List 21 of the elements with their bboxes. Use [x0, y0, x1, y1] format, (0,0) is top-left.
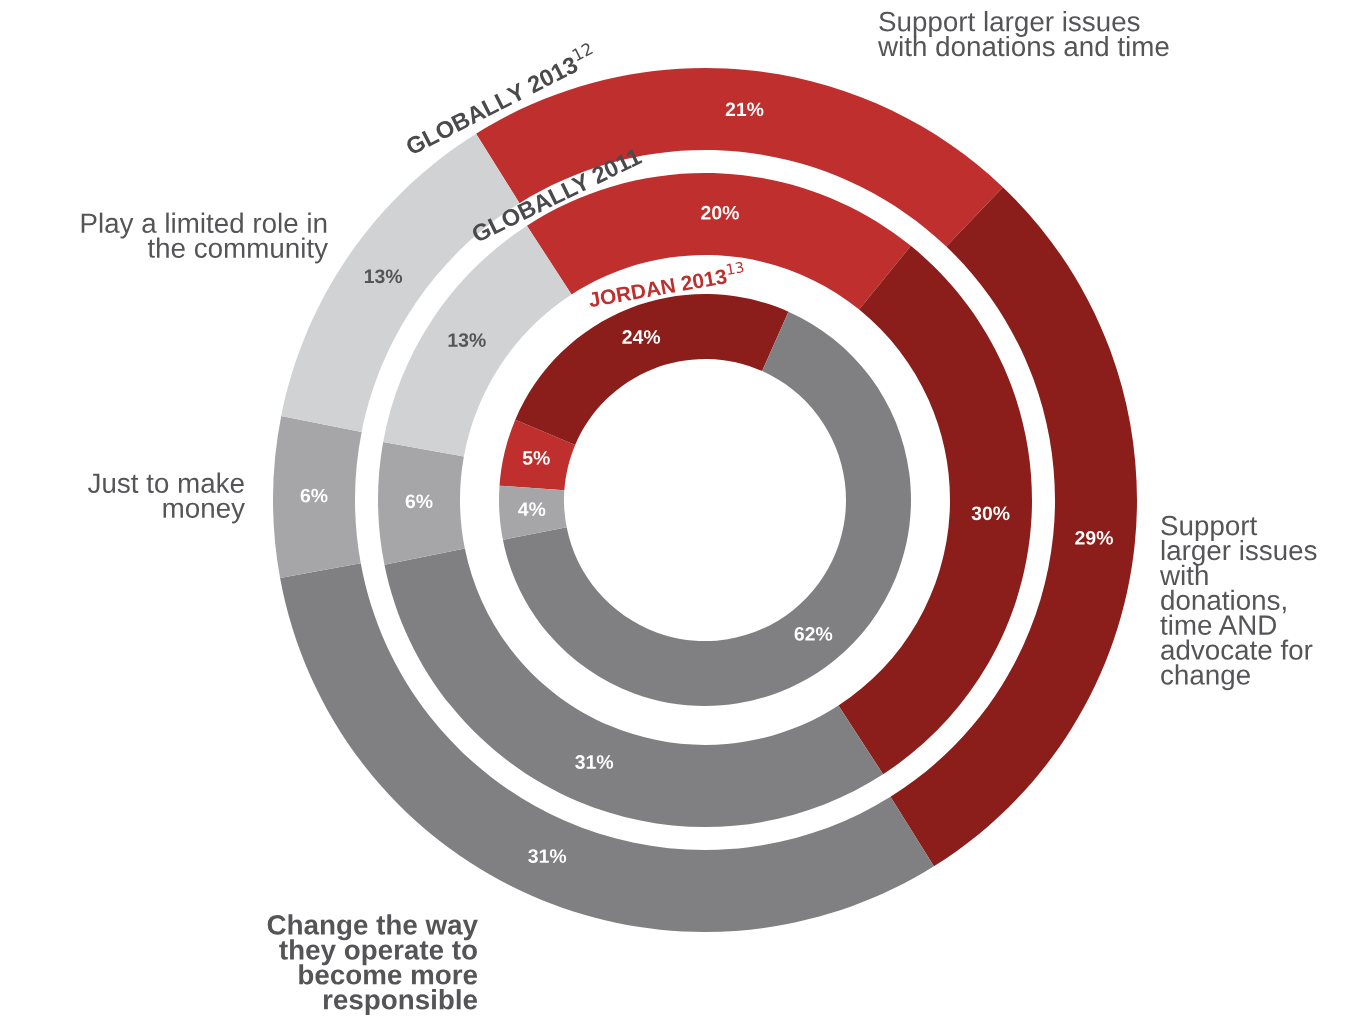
data-label: 20% [701, 205, 739, 220]
data-label: 5% [522, 451, 550, 465]
data-label: 6% [300, 488, 328, 503]
data-label: 29% [1075, 530, 1113, 545]
slice-label: GLOBALLY 2013$^{12}$ [402, 42, 598, 156]
data-label: 30% [971, 506, 1010, 521]
data-label: 21% [725, 102, 764, 117]
data-label: 6% [405, 494, 433, 509]
data-label: 31% [528, 849, 567, 863]
data-label: 13% [448, 333, 486, 347]
data-label: 4% [518, 502, 546, 517]
data-label: 62% [794, 626, 833, 641]
data-label: 24% [622, 330, 661, 344]
data-label: 13% [364, 269, 403, 284]
slice-label: Change the way they operate to become more responsible [267, 914, 478, 1015]
slice-label: Support larger issues with donations and time [877, 11, 1169, 57]
slice-label: Play a limited role in the community [81, 212, 328, 264]
slice-label: Just to make money [87, 472, 245, 524]
data-label: 31% [575, 755, 614, 769]
slice-label: Support larger issues with donations, time AND advocate for change [1159, 515, 1317, 691]
slice-label: JORDAN 2013$^{13}$ [587, 261, 746, 308]
